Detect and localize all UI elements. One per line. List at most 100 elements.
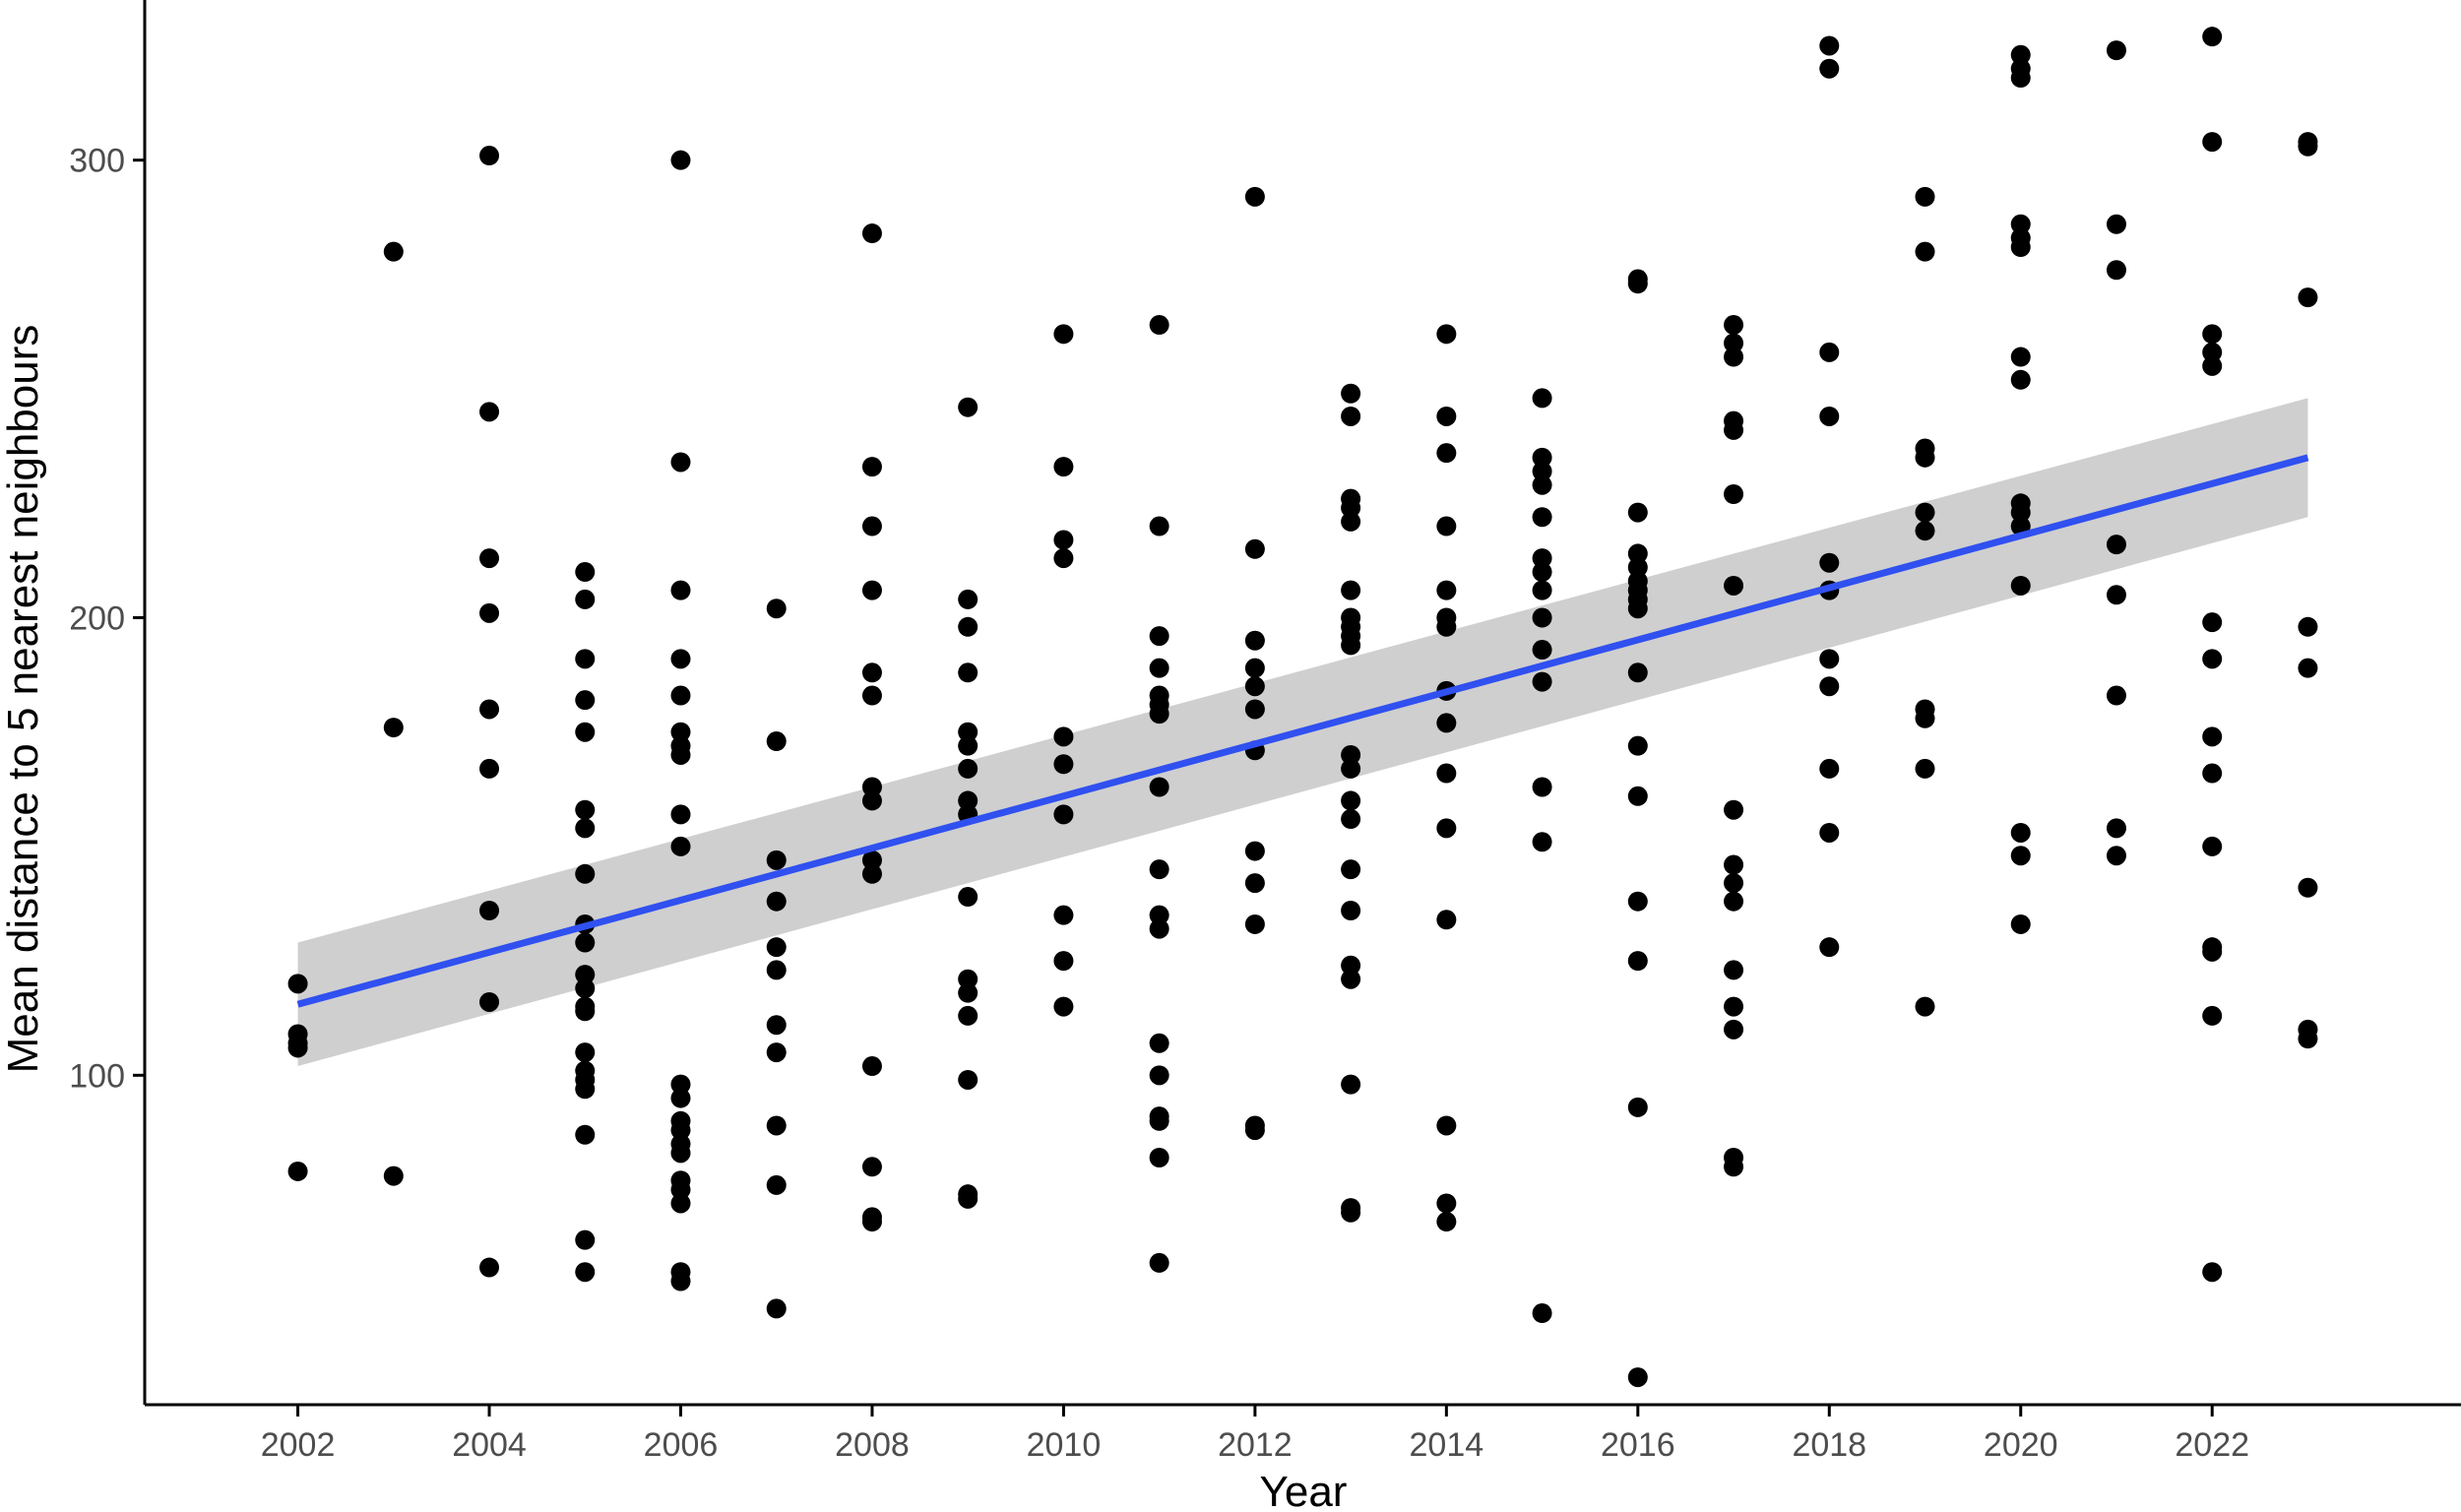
- data-point: [2298, 1029, 2318, 1049]
- data-point: [1724, 575, 1744, 596]
- data-point: [1053, 726, 1074, 747]
- data-point: [2106, 685, 2126, 706]
- data-point: [2202, 763, 2223, 784]
- data-point: [575, 1229, 596, 1250]
- x-tick-label: 2004: [452, 1426, 527, 1464]
- data-point: [1436, 443, 1457, 464]
- data-point: [2298, 616, 2318, 637]
- data-point: [1532, 548, 1552, 569]
- data-point: [1341, 1074, 1361, 1095]
- data-point: [1053, 548, 1074, 569]
- data-point: [575, 1262, 596, 1283]
- data-point: [2010, 44, 2031, 65]
- data-point: [287, 974, 308, 994]
- data-point: [479, 991, 500, 1012]
- data-point: [575, 818, 596, 839]
- data-point: [861, 790, 882, 811]
- data-point: [670, 685, 691, 706]
- data-point: [2202, 1262, 2223, 1283]
- data-point: [861, 850, 882, 870]
- data-point: [1053, 457, 1074, 477]
- data-point: [1436, 406, 1457, 426]
- data-point: [1915, 521, 1935, 541]
- data-point: [1819, 58, 1840, 79]
- data-point: [766, 731, 787, 752]
- data-point: [861, 1056, 882, 1077]
- data-point: [766, 1115, 787, 1136]
- data-point: [1819, 552, 1840, 573]
- data-point: [1149, 1252, 1169, 1273]
- data-point: [2010, 369, 2031, 390]
- x-tick-label: 2016: [1601, 1426, 1675, 1464]
- data-point: [2202, 1005, 2223, 1026]
- data-point: [2106, 535, 2126, 555]
- data-point: [2202, 726, 2223, 747]
- data-point: [958, 758, 978, 779]
- data-point: [1724, 873, 1744, 894]
- trend-line-layer: [296, 454, 2309, 1008]
- x-axis-title: Year: [1260, 1468, 1348, 1512]
- data-point: [2202, 342, 2223, 362]
- data-point: [479, 548, 500, 569]
- data-point: [2010, 346, 2031, 367]
- data-point: [861, 662, 882, 683]
- data-point: [1341, 635, 1361, 656]
- ticks-layer: 2002 2004 2006 2008 2010 2012 2014 2016 2018 2020…: [69, 143, 2249, 1464]
- data-point: [287, 1161, 308, 1181]
- data-point: [1915, 447, 1935, 468]
- data-point: [575, 1001, 596, 1022]
- data-point: [1244, 676, 1265, 697]
- data-point: [670, 744, 691, 765]
- data-point: [958, 790, 978, 811]
- data-point: [670, 1179, 691, 1200]
- data-point: [861, 223, 882, 244]
- y-tick-label: 100: [69, 1057, 125, 1095]
- data-point: [766, 1174, 787, 1195]
- data-point: [2202, 132, 2223, 153]
- data-point: [958, 616, 978, 637]
- data-point: [1149, 658, 1169, 678]
- data-point: [958, 982, 978, 1003]
- data-point: [383, 718, 404, 738]
- data-point: [2010, 68, 2031, 89]
- data-point: [479, 699, 500, 720]
- y-tick-label: 300: [69, 143, 125, 180]
- data-point: [1627, 598, 1648, 619]
- data-point: [2010, 502, 2031, 523]
- data-point: [1244, 841, 1265, 861]
- data-point: [1244, 1120, 1265, 1141]
- data-point: [1341, 900, 1361, 920]
- data-point: [1915, 996, 1935, 1017]
- data-point: [479, 1257, 500, 1278]
- data-point: [861, 863, 882, 884]
- trend-line: [296, 454, 2309, 1008]
- data-point: [1436, 1193, 1457, 1214]
- data-point: [1341, 383, 1361, 404]
- data-point: [2202, 27, 2223, 47]
- data-point: [1053, 951, 1074, 972]
- data-point: [1341, 859, 1361, 880]
- data-point: [1724, 854, 1744, 875]
- data-point: [575, 978, 596, 999]
- data-point: [2106, 214, 2126, 234]
- data-point: [958, 1069, 978, 1090]
- data-point: [2010, 914, 2031, 934]
- data-point: [1532, 832, 1552, 852]
- data-point: [766, 598, 787, 619]
- data-point: [1341, 758, 1361, 779]
- data-points-layer: [287, 27, 2318, 1388]
- data-point: [958, 397, 978, 417]
- data-point: [2298, 877, 2318, 898]
- data-point: [2106, 260, 2126, 281]
- data-point: [1149, 905, 1169, 925]
- data-point: [1149, 516, 1169, 536]
- data-point: [575, 799, 596, 820]
- data-point: [1627, 502, 1648, 523]
- data-point: [1627, 786, 1648, 806]
- data-point: [958, 1188, 978, 1209]
- data-point: [1627, 662, 1648, 683]
- data-point: [1532, 474, 1552, 495]
- data-point: [1819, 406, 1840, 426]
- data-point: [1436, 324, 1457, 345]
- data-point: [1915, 758, 1935, 779]
